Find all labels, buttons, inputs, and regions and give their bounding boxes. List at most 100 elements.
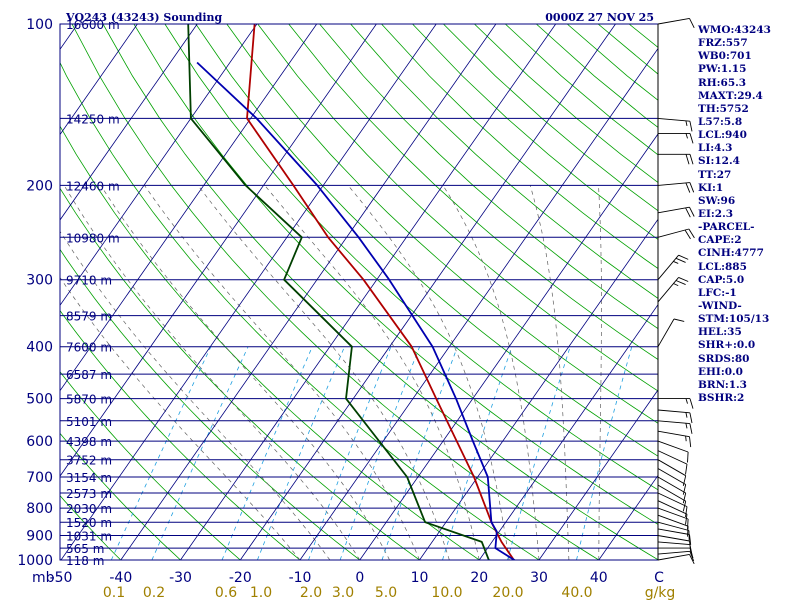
temperature-tick-label: 40: [590, 570, 608, 586]
height-label: 1031 m: [66, 530, 112, 544]
dry-adiabat: [0, 24, 1, 560]
temperature-tick-label: 20: [470, 570, 488, 586]
index-item: SRDS:80: [698, 352, 750, 365]
wind-barb: [658, 153, 694, 165]
height-label: 8579 m: [66, 310, 112, 324]
wind-barb: [658, 398, 694, 409]
temperature-line: [246, 24, 516, 560]
wind-barb: [657, 521, 690, 541]
index-item: SW:96: [698, 194, 736, 207]
mixing-ratio-line: [221, 346, 313, 560]
isotherm: [120, 24, 497, 560]
mixing-ratio-label: 3.0: [332, 585, 354, 600]
moist-adiabat: [60, 230, 331, 560]
index-item: EI:2.3: [698, 207, 734, 220]
mixing-ratio-line: [257, 346, 345, 560]
wind-barb: [657, 430, 692, 448]
height-label: 5101 m: [66, 415, 112, 429]
wind-barb: [657, 507, 689, 530]
isotherm: [180, 24, 557, 560]
index-item: L57:5.8: [698, 115, 743, 128]
moist-adiabat: [598, 185, 602, 560]
moist-adiabat: [529, 185, 570, 560]
parcel-line: [196, 61, 517, 560]
height-label: 7600 m: [66, 341, 112, 355]
pressure-label: 700: [26, 470, 53, 486]
height-label: 9710 m: [66, 274, 112, 288]
wind-barb: [657, 409, 693, 424]
pressure-label: 800: [26, 501, 53, 517]
height-label: 16600 m: [66, 18, 120, 32]
index-item: EHI:0.0: [698, 365, 743, 378]
wind-barb: [657, 254, 689, 280]
index-item: BRN:1.3: [698, 378, 747, 391]
sounding-profiles: [187, 24, 517, 560]
wind-barb: [657, 528, 692, 545]
temperature-tick-label: -10: [289, 570, 312, 586]
index-item: LI:4.3: [698, 142, 733, 155]
mixing-ratio-label: 0.6: [215, 585, 237, 600]
isotherm: [299, 47, 658, 560]
wind-barb: [657, 535, 692, 552]
height-label: 6587 m: [66, 368, 112, 382]
isotherm: [239, 24, 616, 560]
isotherm: [60, 24, 198, 221]
wind-barb: [657, 440, 689, 463]
index-item: FRZ:557: [698, 37, 748, 50]
pressure-label: 600: [26, 434, 53, 450]
height-label: 5870 m: [66, 393, 112, 407]
height-label: 14250 m: [66, 112, 120, 126]
isotherm: [60, 24, 258, 306]
height-label: 3154 m: [66, 471, 112, 485]
mixing-ratio-line: [507, 346, 571, 560]
index-item: LCL:885: [698, 260, 747, 273]
mixing-ratio-label: g/kg: [645, 585, 676, 600]
mixing-ratio-label: 2.0: [300, 585, 322, 600]
temperature-tick-label: -30: [169, 570, 192, 586]
mixing-ratio-label: 10.0: [431, 585, 462, 600]
temperature-tick-label: 30: [530, 570, 548, 586]
wind-barb: [657, 550, 695, 562]
index-item: CAPE:2: [698, 234, 742, 247]
dry-adiabat: [60, 61, 540, 560]
height-label: 3752 m: [66, 454, 112, 468]
pressure-label: 200: [26, 178, 53, 194]
index-item: TT:27: [698, 168, 732, 181]
temperature-tick-label: C: [654, 570, 664, 586]
mixing-ratio-label: 0.2: [143, 585, 165, 600]
isotherm: [359, 133, 658, 560]
isotherm: [60, 24, 138, 136]
height-label: 10980 m: [66, 231, 120, 245]
wind-barb: [657, 476, 687, 504]
wind-barb: [657, 206, 695, 218]
wind-barb: [657, 228, 695, 240]
height-label: 565 m: [66, 542, 104, 556]
index-item: RH:65.3: [698, 76, 747, 89]
temperature-tick-label: 0: [355, 570, 364, 586]
index-item: SI:12.4: [698, 155, 740, 168]
wind-barb: [657, 182, 695, 193]
index-item: TH:5752: [698, 102, 749, 115]
wind-barb: [657, 553, 695, 565]
index-item: CINH:4777: [698, 247, 764, 260]
height-label: 4398 m: [66, 435, 112, 449]
dry-adiabat: [164, 24, 658, 491]
mixing-ratio-label: 40.0: [561, 585, 592, 600]
pressure-label: 100: [26, 17, 53, 33]
index-item: LCL:940: [698, 129, 747, 142]
index-item: WMO:43243: [698, 24, 771, 36]
height-label: 12460 m: [66, 179, 120, 193]
dry-adiabat: [102, 24, 658, 560]
isotherm: [60, 24, 318, 392]
plot-frame: [59, 23, 659, 561]
height-label: 2030 m: [66, 502, 112, 516]
index-item: PW:1.15: [698, 63, 747, 76]
pressure-unit-label: mb: [32, 570, 55, 586]
index-item: MAXT:29.4: [698, 89, 763, 102]
mixing-ratio-label: 5.0: [375, 585, 397, 600]
height-label: 2573 m: [66, 487, 112, 501]
sounding-time: 0000Z 27 NOV 25: [545, 11, 654, 24]
index-item: STM:105/13: [698, 313, 770, 326]
index-item: SHR+:0.0: [698, 339, 756, 352]
